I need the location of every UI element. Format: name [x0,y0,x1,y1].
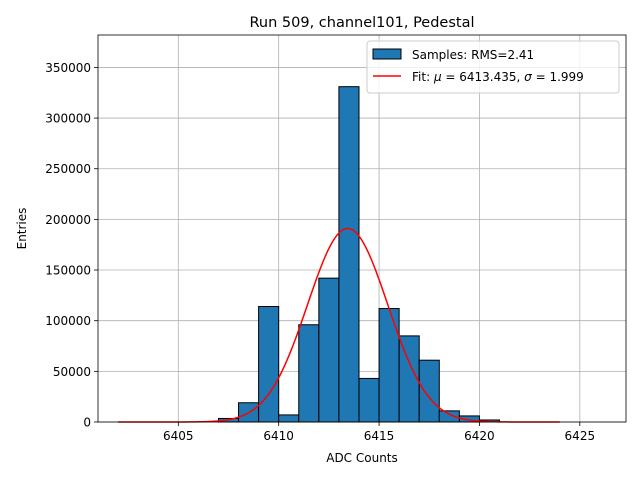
legend-fit-prefix: Fit: [412,70,434,84]
plot-frame [97,34,627,423]
legend-label-samples: Samples: RMS=2.41 [412,48,534,62]
legend-swatch-samples [372,48,402,60]
x-tick-label: 6425 [565,429,596,443]
histogram-bar [338,86,360,423]
histogram-bar [418,359,440,423]
histogram-bar [298,324,320,423]
y-tick-label: 200000 [45,213,91,227]
y-tick-label: 0 [83,416,91,430]
y-tick-label: 250000 [45,162,91,176]
y-tick-label: 150000 [45,264,91,278]
histogram-bar [378,308,400,423]
legend-fit-mu-value: = 6413.435, [442,70,525,84]
x-axis-ticks: 6405 6410 6415 6420 6425 [163,422,595,443]
legend-label-fit: Fit: μ = 6413.435, σ = 1.999 [412,70,584,84]
histogram-bar [278,414,300,423]
y-tick-label: 50000 [53,365,91,379]
histogram-bar [258,306,280,423]
histogram-bars [217,86,501,423]
legend: Samples: RMS=2.41 Fit: μ = 6413.435, σ =… [366,40,620,94]
chart-title: Run 509, channel101, Pedestal [249,15,474,31]
y-tick-label: 300000 [45,112,91,126]
x-axis-label: ADC Counts [326,451,398,465]
x-tick-label: 6415 [364,429,395,443]
y-axis-label: Entries [15,208,29,250]
plot-area [98,35,626,422]
histogram-bar [398,335,420,423]
legend-box [366,40,620,94]
histogram-bar [318,277,340,423]
x-tick-label: 6420 [464,429,495,443]
y-tick-label: 100000 [45,314,91,328]
legend-fit-mu-symbol: μ [433,70,442,84]
x-tick-label: 6405 [163,429,194,443]
y-axis-ticks: 0 50000 100000 150000 200000 250000 300000 3500… [45,61,98,430]
histogram-bar [358,377,380,423]
legend-fit-sigma-symbol: σ [524,70,532,84]
legend-fit-sigma-value: = 1.999 [532,70,584,84]
y-tick-label: 350000 [45,61,91,75]
x-tick-label: 6410 [263,429,294,443]
